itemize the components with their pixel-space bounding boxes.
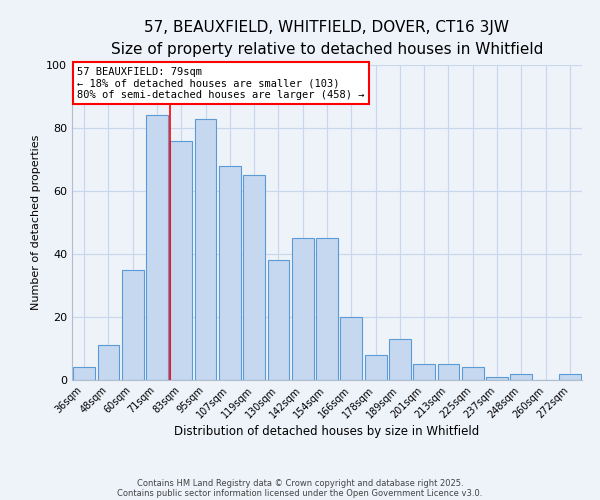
Text: Contains HM Land Registry data © Crown copyright and database right 2025.: Contains HM Land Registry data © Crown c… <box>137 478 463 488</box>
Bar <box>194 118 217 380</box>
Bar <box>292 238 314 380</box>
Bar <box>243 176 265 380</box>
Bar <box>268 260 289 380</box>
Bar <box>389 339 411 380</box>
Bar <box>73 368 95 380</box>
Bar <box>170 140 192 380</box>
Text: 57 BEAUXFIELD: 79sqm
← 18% of detached houses are smaller (103)
80% of semi-deta: 57 BEAUXFIELD: 79sqm ← 18% of detached h… <box>77 66 365 100</box>
Bar <box>511 374 532 380</box>
Bar <box>316 238 338 380</box>
Bar <box>219 166 241 380</box>
Bar <box>340 317 362 380</box>
Bar <box>437 364 460 380</box>
Bar <box>462 368 484 380</box>
Bar <box>413 364 435 380</box>
Bar <box>486 377 508 380</box>
Bar <box>97 346 119 380</box>
Title: 57, BEAUXFIELD, WHITFIELD, DOVER, CT16 3JW
Size of property relative to detached: 57, BEAUXFIELD, WHITFIELD, DOVER, CT16 3… <box>111 20 543 57</box>
Bar <box>559 374 581 380</box>
Text: Contains public sector information licensed under the Open Government Licence v3: Contains public sector information licen… <box>118 488 482 498</box>
Y-axis label: Number of detached properties: Number of detached properties <box>31 135 41 310</box>
Bar <box>365 355 386 380</box>
Bar <box>146 116 168 380</box>
X-axis label: Distribution of detached houses by size in Whitfield: Distribution of detached houses by size … <box>175 426 479 438</box>
Bar <box>122 270 143 380</box>
